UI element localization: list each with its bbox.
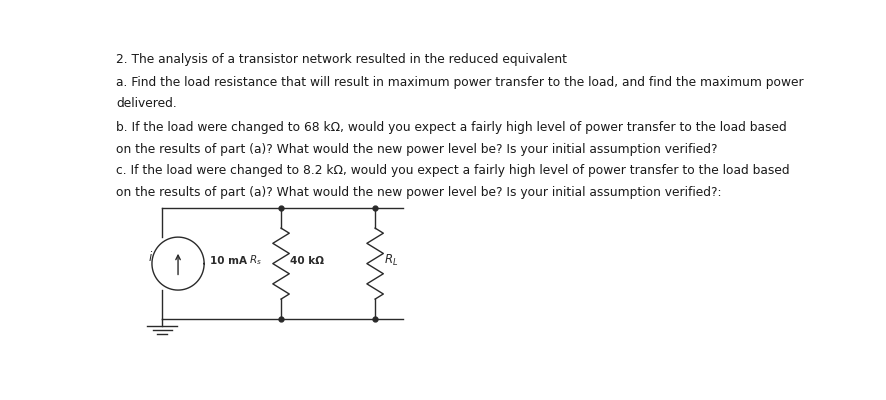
Text: $R_s$: $R_s$ [250, 254, 262, 268]
Text: b. If the load were changed to 68 kΩ, would you expect a fairly high level of po: b. If the load were changed to 68 kΩ, wo… [116, 121, 787, 134]
Text: on the results of part (a)? What would the new power level be? Is your initial a: on the results of part (a)? What would t… [116, 142, 718, 156]
Text: a. Find the load resistance that will result in maximum power transfer to the lo: a. Find the load resistance that will re… [116, 76, 804, 89]
Text: c. If the load were changed to 8.2 kΩ, would you expect a fairly high level of p: c. If the load were changed to 8.2 kΩ, w… [116, 164, 789, 178]
Text: delivered.: delivered. [116, 97, 177, 110]
Text: on the results of part (a)? What would the new power level be? Is your initial a: on the results of part (a)? What would t… [116, 186, 722, 199]
Text: i: i [148, 251, 152, 264]
Text: 2. The analysis of a transistor network resulted in the reduced equivalent: 2. The analysis of a transistor network … [116, 53, 567, 66]
Text: 10 mA: 10 mA [210, 256, 246, 266]
Text: $R_L$: $R_L$ [384, 253, 399, 268]
Text: 40 kΩ: 40 kΩ [290, 256, 324, 266]
